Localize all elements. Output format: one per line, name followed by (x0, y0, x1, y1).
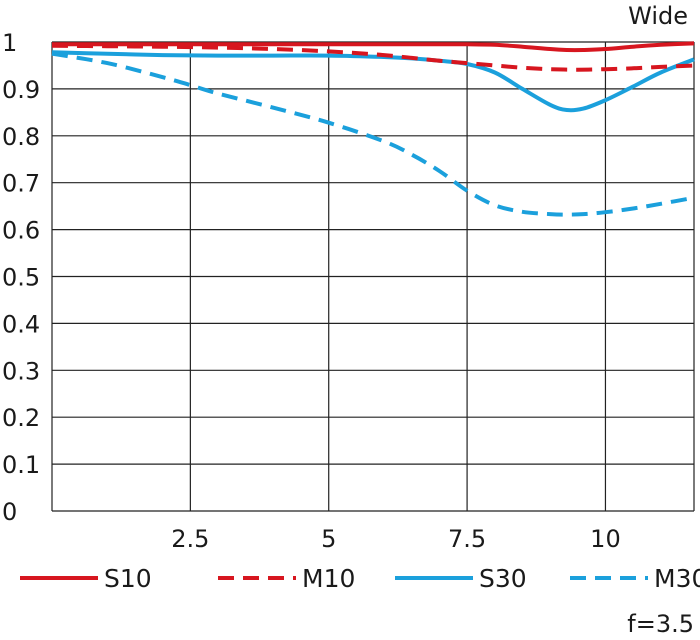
y-tick-label: 0.4 (2, 310, 40, 338)
series-line-s30 (51, 50, 695, 113)
grid (51, 41, 695, 512)
x-tick-label: 2.5 (171, 525, 209, 553)
legend: S10 M10 S30 M30 (20, 564, 700, 593)
series-lines (51, 41, 695, 217)
zoom-position-label: Wide (628, 2, 688, 30)
legend-label-m10: M10 (302, 564, 355, 593)
legend-label-s30: S30 (479, 564, 527, 593)
series-line-m10 (51, 43, 695, 72)
aperture-label: f=3.5 (627, 610, 694, 638)
y-tick-label: 0.7 (2, 170, 40, 198)
y-tick-label: 1 (2, 29, 17, 57)
x-tick-label: 10 (590, 525, 621, 553)
y-tick-label: 0.3 (2, 357, 40, 385)
series-line-m30 (51, 51, 695, 217)
y-tick-label: 0.6 (2, 217, 40, 245)
series-line-s10 (52, 41, 695, 53)
y-tick-label: 0.8 (2, 123, 40, 151)
legend-label-m30: M30 (654, 564, 700, 593)
x-axis-tick-labels: 2.5 5 7.5 10 (171, 525, 620, 553)
y-tick-label: 0.1 (2, 451, 40, 479)
x-tick-label: 5 (321, 525, 336, 553)
y-tick-label: 0.5 (2, 264, 40, 292)
y-tick-label: 0.9 (2, 76, 40, 104)
y-tick-label: 0 (2, 498, 17, 526)
y-axis-tick-labels: 0 0.1 0.2 0.3 0.4 0.5 0.6 0.7 0.8 0.9 1 (2, 29, 40, 526)
x-tick-label: 7.5 (448, 525, 486, 553)
y-tick-label: 0.2 (2, 404, 40, 432)
legend-label-s10: S10 (104, 564, 152, 593)
